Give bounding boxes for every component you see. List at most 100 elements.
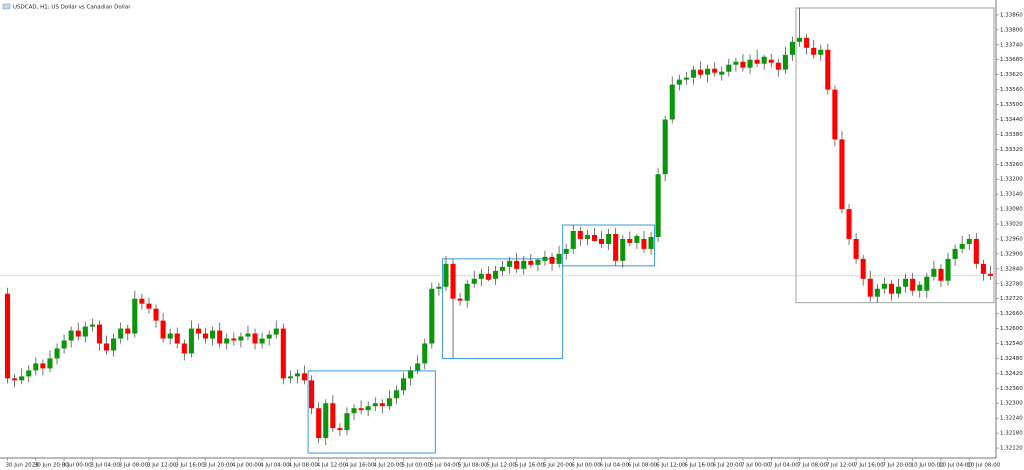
candle-body — [464, 283, 470, 301]
candle-body — [931, 268, 937, 277]
candle-body — [740, 61, 746, 68]
x-tick-label: 7 Jul 20:00 — [882, 463, 912, 469]
candle-body — [26, 370, 32, 377]
candle-body — [252, 333, 258, 344]
candle-body — [146, 303, 152, 309]
candle-body — [888, 283, 895, 294]
candle-body — [492, 270, 499, 279]
x-tick-label: 10 Jul 08:00 — [967, 463, 1000, 469]
y-tick-label: 1.32360 — [1000, 386, 1023, 392]
candle-body — [980, 263, 986, 274]
candle-body — [598, 238, 605, 244]
candle-body — [987, 273, 994, 276]
candle-body — [789, 41, 796, 55]
x-tick-label: 10 Jul 04:00 — [939, 463, 972, 469]
candle-body — [103, 343, 110, 351]
candle-body — [705, 68, 711, 75]
candle-body — [818, 49, 824, 55]
y-tick-label: 1.33080 — [1000, 207, 1023, 213]
candle-body — [938, 268, 944, 281]
candle-body — [195, 328, 202, 334]
y-tick-label: 1.33260 — [1000, 162, 1023, 168]
candle-body — [393, 390, 400, 399]
candle-body — [294, 373, 301, 377]
candle-body — [796, 37, 803, 42]
candle-body — [443, 263, 449, 287]
x-tick-label: 5 Jul 08:00 — [458, 463, 488, 469]
candle-body — [563, 248, 569, 254]
candle-body — [620, 238, 626, 261]
x-tick-label: 6 Jul 04:00 — [600, 463, 630, 469]
candle-body — [238, 336, 244, 341]
candle-body — [627, 238, 633, 243]
x-tick-label: 5 Jul 00:00 — [402, 463, 432, 469]
candle-body — [910, 278, 916, 291]
y-tick-label: 1.32240 — [1000, 416, 1023, 422]
candle-body — [683, 77, 689, 80]
candle-body — [613, 233, 619, 261]
candle-body — [61, 340, 67, 349]
candle-body — [804, 37, 810, 48]
candle-body — [535, 259, 541, 265]
y-tick-label: 1.33140 — [1000, 192, 1023, 198]
candle-body — [754, 59, 760, 64]
candle-body — [860, 258, 866, 279]
y-tick-label: 1.32540 — [1000, 341, 1023, 347]
candle-body — [160, 320, 166, 339]
x-tick-label: 5 Jul 04:00 — [430, 463, 460, 469]
candle-body — [662, 119, 668, 175]
y-tick-label: 1.32480 — [1000, 356, 1023, 362]
candle-body — [782, 54, 788, 70]
candle-body — [167, 333, 173, 339]
y-tick-label: 1.33620 — [1000, 72, 1023, 78]
candle-body — [408, 370, 414, 379]
candle-body — [471, 278, 477, 284]
candle-body — [217, 330, 223, 344]
chart-title: USDCAD, H1: US Dollar vs Canadian Dollar — [13, 5, 131, 11]
y-tick-label: 1.33860 — [1000, 12, 1023, 18]
candle-body — [386, 398, 392, 407]
candle-body — [719, 71, 725, 75]
x-tick-label: 3 Jul 20:00 — [204, 463, 234, 469]
candle-body — [174, 333, 180, 344]
candle-body — [584, 234, 590, 239]
candle-body — [881, 283, 887, 289]
x-tick-label: 7 Jul 00:00 — [741, 463, 771, 469]
candle-body — [528, 260, 534, 265]
y-tick-label: 1.32300 — [1000, 401, 1023, 407]
candle-body — [139, 298, 145, 304]
candle-body — [733, 61, 739, 65]
candle-body — [825, 49, 831, 90]
candle-body — [301, 373, 308, 381]
candle-body — [54, 348, 60, 359]
candle-body — [556, 253, 562, 264]
range-box — [307, 370, 436, 454]
candle-body — [231, 338, 237, 341]
candle-body — [676, 79, 682, 85]
x-tick-label: 3 Jul 08:00 — [119, 463, 149, 469]
candle-body — [669, 84, 675, 120]
candle-body — [966, 238, 972, 244]
candle-body — [47, 358, 53, 369]
candle-body — [12, 378, 18, 381]
x-tick-label: 3 Jul 16:00 — [175, 463, 205, 469]
y-tick-label: 1.33500 — [1000, 102, 1023, 108]
candle-body — [903, 278, 909, 287]
y-tick-label: 1.33380 — [1000, 132, 1023, 138]
x-tick-label: 6 Jul 20:00 — [713, 463, 743, 469]
candle-body — [591, 234, 598, 241]
candle-body — [358, 408, 364, 411]
candle-body — [96, 324, 103, 344]
candle-body — [118, 328, 124, 339]
candle-body — [457, 298, 463, 301]
x-tick-label: 7 Jul 12:00 — [826, 463, 856, 469]
candle-body — [690, 69, 697, 78]
y-tick-label: 1.33740 — [1000, 42, 1023, 48]
candle-body — [125, 328, 131, 334]
range-box — [795, 7, 995, 304]
y-tick-label: 1.33320 — [1000, 147, 1023, 153]
y-tick-label: 1.33020 — [1000, 222, 1023, 228]
y-tick-label: 1.32780 — [1000, 281, 1023, 287]
candle-body — [768, 59, 774, 63]
